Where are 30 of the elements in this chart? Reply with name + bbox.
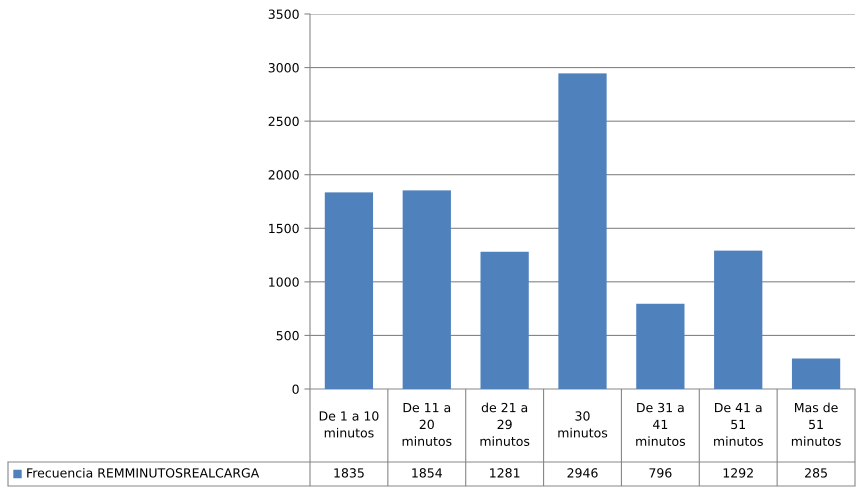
data-label: 796: [649, 468, 672, 478]
x-tick-label: De 1 a 10 minutos: [320, 411, 378, 438]
x-tick-label: 30 minutos: [558, 411, 608, 438]
data-label: 2946: [568, 468, 598, 478]
data-label: 1854: [412, 468, 442, 478]
bar: [402, 190, 451, 389]
y-tick-label: 1000: [269, 277, 299, 287]
bar: [792, 358, 840, 389]
data-label: 1835: [334, 468, 364, 478]
y-tick-label: 500: [276, 330, 299, 340]
x-tick-label: Mas de 51 minutos: [792, 402, 841, 446]
data-label: 1292: [724, 468, 753, 478]
data-label: 1281: [490, 468, 520, 478]
bar: [714, 250, 762, 389]
y-tick-label: 0: [292, 384, 299, 394]
x-tick-label: De 41 a 51 minutos: [714, 402, 763, 446]
y-tick-label: 2500: [268, 116, 299, 126]
x-tick-label: De 31 a 41 minutos: [636, 402, 686, 446]
bar: [480, 252, 529, 389]
y-tick-label: 3000: [268, 63, 299, 72]
x-tick-label: De 11 a 20 minutos: [402, 402, 452, 446]
y-tick-label: 3500: [268, 9, 299, 19]
bar: [324, 192, 374, 389]
bar: [636, 304, 684, 389]
bar: [558, 73, 607, 389]
y-tick-label: 1500: [269, 224, 299, 234]
x-tick-label: de 21 a 29 minutos: [480, 402, 530, 446]
data-label: 285: [805, 468, 827, 478]
legend-label: Frecuencia REMMINUTOSREALCARGA: [27, 468, 260, 478]
y-tick-label: 2000: [268, 170, 299, 180]
